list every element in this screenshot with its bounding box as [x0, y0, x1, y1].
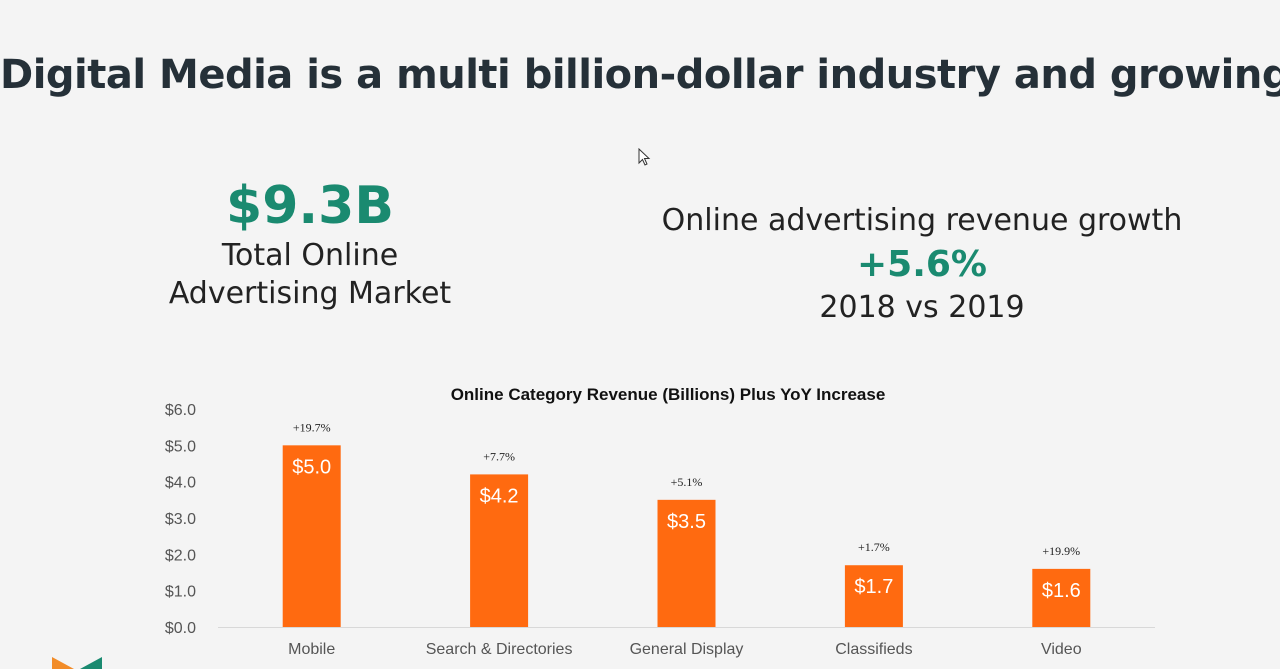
yoy-label: +19.7%: [293, 420, 331, 434]
yoy-label: +5.1%: [671, 475, 703, 489]
category-label: Search & Directories: [426, 641, 573, 658]
y-tick-label: $3.0: [165, 511, 196, 528]
bar-classifieds: [844, 565, 903, 627]
category-label: General Display: [630, 641, 744, 658]
category-label: Mobile: [288, 641, 335, 658]
growth-stat: Online advertising revenue growth +5.6% …: [622, 200, 1222, 328]
market-stat: $9.3B Total Online Advertising Market: [150, 175, 470, 313]
bar-value-label: $5.0: [292, 456, 331, 478]
bar-value-label: $1.6: [1042, 580, 1081, 602]
labels: $5.0 +19.7% Mobile $4.2 +7.7% Search & Direct…: [288, 420, 1082, 658]
bar-value-label: $1.7: [854, 576, 893, 598]
chart-title: Online Category Revenue (Billions) Plus …: [451, 385, 886, 404]
bars: [282, 445, 1091, 627]
category-label: Classifieds: [835, 641, 912, 658]
bar-general-display: [657, 499, 716, 627]
y-tick-label: $5.0: [165, 438, 196, 455]
bar-video: [1032, 568, 1091, 627]
mouse-cursor-icon: [638, 148, 651, 166]
y-tick-label: $1.0: [165, 584, 196, 601]
bar-mobile: [282, 445, 341, 627]
y-tick-label: $6.0: [165, 402, 196, 419]
growth-period: 2018 vs 2019: [819, 290, 1025, 325]
growth-heading: Online advertising revenue growth: [661, 203, 1183, 238]
market-label-line2: Advertising Market: [168, 276, 452, 311]
y-tick-label: $0.0: [165, 620, 196, 637]
y-axis-ticks: $0.0 $1.0 $2.0 $3.0 $4.0 $5.0 $6.0: [165, 402, 196, 637]
growth-value: +5.6%: [856, 244, 987, 285]
yoy-label: +1.7%: [858, 540, 890, 554]
slide-title: Digital Media is a multi billion-dollar …: [0, 52, 1280, 98]
market-value: $9.3B: [226, 176, 394, 236]
bar-search-directories: [470, 474, 529, 627]
market-label-line1: Total Online: [221, 238, 399, 273]
yoy-label: +7.7%: [483, 449, 515, 463]
bar-value-label: $3.5: [667, 511, 706, 533]
bar-value-label: $4.2: [480, 485, 519, 507]
category-label: Video: [1041, 641, 1082, 658]
yoy-label: +19.9%: [1042, 544, 1080, 558]
y-tick-label: $4.0: [165, 475, 196, 492]
y-tick-label: $2.0: [165, 547, 196, 564]
logo-icon: [52, 657, 102, 669]
